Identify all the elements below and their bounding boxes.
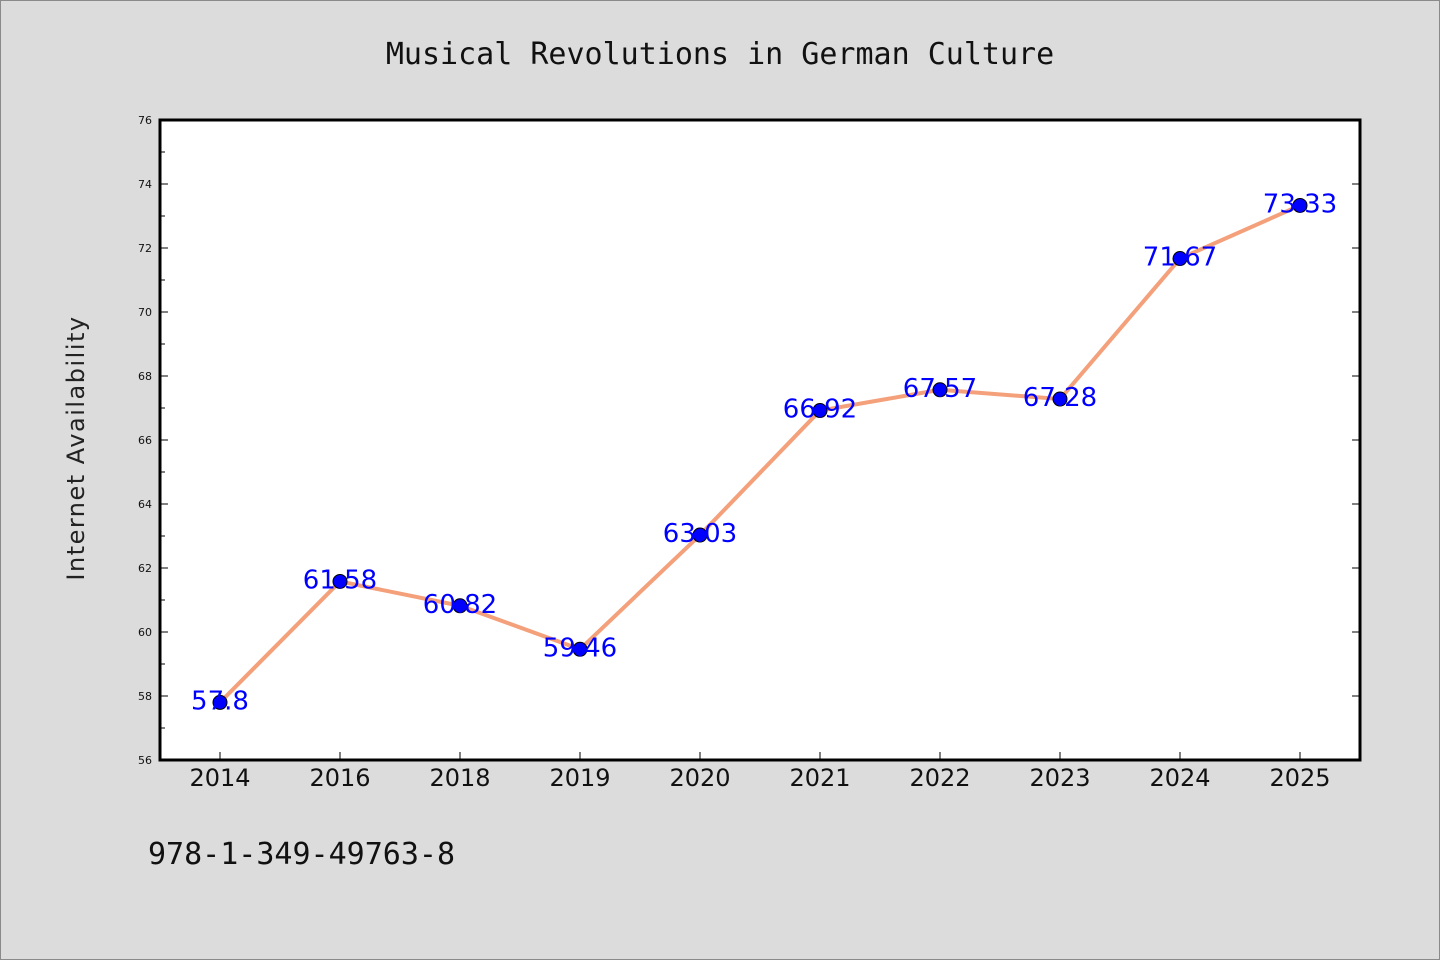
data-point <box>1172 251 1188 267</box>
data-point <box>452 598 468 614</box>
data-point <box>332 573 348 589</box>
data-label: 63.03 <box>663 519 737 549</box>
y-tick-label: 68 <box>138 370 152 383</box>
data-point <box>812 403 828 419</box>
data-label: 59.46 <box>543 633 617 663</box>
y-tick-label: 60 <box>138 626 152 639</box>
y-tick-label: 70 <box>138 306 152 319</box>
data-label: 73.33 <box>1263 189 1337 219</box>
x-tick-label: 2025 <box>1269 764 1330 792</box>
x-tick-label: 2023 <box>1029 764 1090 792</box>
y-tick-label: 74 <box>138 178 152 191</box>
x-tick-label: 2020 <box>669 764 730 792</box>
data-label: 67.28 <box>1023 383 1097 413</box>
y-tick-label: 66 <box>138 434 152 447</box>
y-axis: 56 58 60 62 64 66 68 70 72 74 76 <box>138 114 1360 767</box>
data-point <box>1052 391 1068 407</box>
x-axis: 2014 2016 2018 2019 2020 2021 2022 2023 2024 2025 <box>189 752 1331 792</box>
data-point <box>212 694 228 710</box>
data-label: 57.8 <box>191 686 249 716</box>
x-tick-label: 2021 <box>789 764 850 792</box>
x-tick-label: 2024 <box>1149 764 1210 792</box>
x-tick-label: 2019 <box>549 764 610 792</box>
data-labels: 57.8 61.58 60.82 59.46 63.03 66.92 67.57 67.28 7… <box>191 189 1337 716</box>
y-tick-label: 72 <box>138 242 152 255</box>
plot-area <box>160 120 1360 760</box>
data-label: 60.82 <box>423 590 497 620</box>
x-tick-label: 2016 <box>309 764 370 792</box>
data-label: 71.67 <box>1143 243 1217 273</box>
data-point <box>932 382 948 398</box>
plot-frame <box>158 118 1362 762</box>
x-tick-label: 2014 <box>189 764 250 792</box>
x-tick-label: 2022 <box>909 764 970 792</box>
series-line <box>218 203 1302 705</box>
y-tick-label: 56 <box>138 754 152 767</box>
x-tick-label: 2018 <box>429 764 490 792</box>
y-tick-label: 58 <box>138 690 152 703</box>
data-label: 61.58 <box>303 565 377 595</box>
chart-title: Musical Revolutions in German Culture <box>386 37 1054 72</box>
data-point <box>572 641 588 657</box>
y-tick-label: 62 <box>138 562 152 575</box>
data-markers <box>212 197 1308 710</box>
y-axis-label: Internet Availability <box>62 315 90 580</box>
data-label: 67.57 <box>903 374 977 404</box>
y-tick-label: 64 <box>138 498 152 511</box>
data-label: 66.92 <box>783 395 857 425</box>
y-tick-label: 76 <box>138 114 152 127</box>
isbn-text: 978-1-349-49763-8 <box>148 837 455 872</box>
data-point <box>692 527 708 543</box>
data-point <box>1292 197 1308 213</box>
